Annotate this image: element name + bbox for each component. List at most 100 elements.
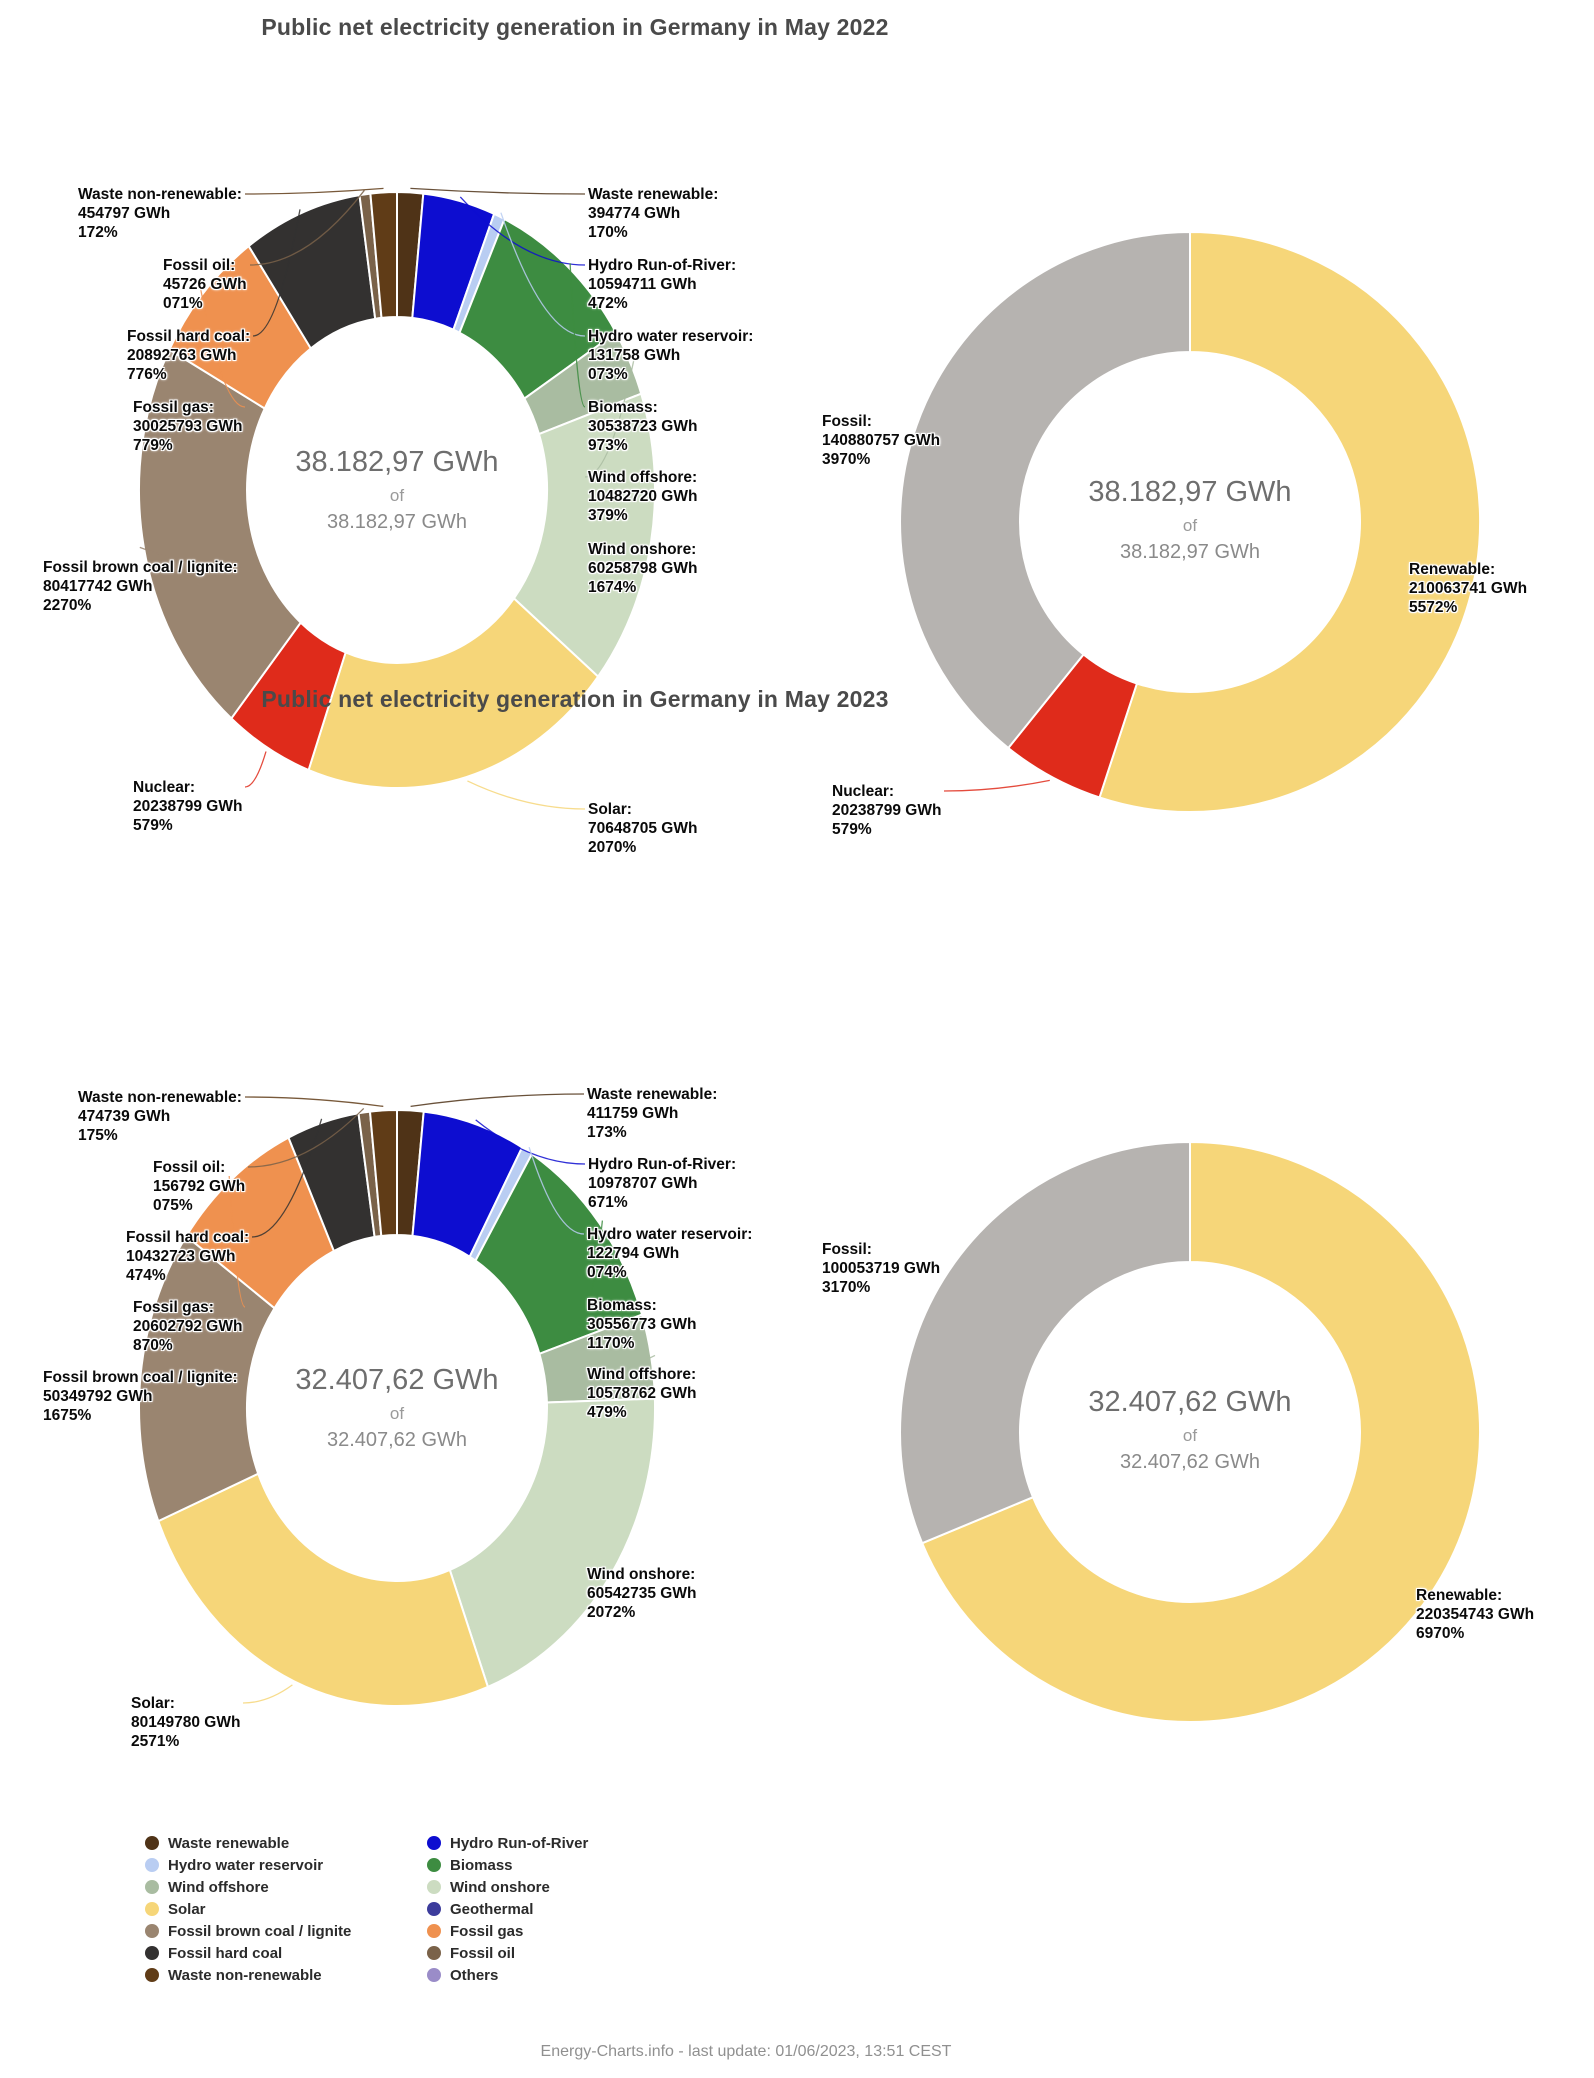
leader-line-nuclear <box>943 779 1050 792</box>
legend-label: Fossil oil <box>450 1944 516 1962</box>
total-max: 32.407,62 GWh <box>326 1429 468 1451</box>
legend-color-dot-icon <box>145 1968 159 1982</box>
leader-line-nuclear <box>244 751 267 788</box>
legend-item-fossil-hard-coal[interactable]: Fossil hard coal <box>145 1942 351 1964</box>
legend-item-waste-renewable[interactable]: Waste renewable <box>145 1832 351 1854</box>
label-may-2022-fossil: Fossil: 140880757 GWh 3970% <box>822 413 941 468</box>
label-may-2022-biomass: Biomass: 30538723 GWh 973% <box>588 399 698 454</box>
label-may-2022-waste_non_renewable: Waste non-renewable: 454797 GWh 172% <box>78 186 242 241</box>
leader-line-hydro_water_reservoir <box>500 212 586 337</box>
leader-line-fossil_gas <box>200 289 246 408</box>
legend-label: Others <box>450 1966 499 1984</box>
slice-may-2023-fossil[interactable] <box>899 1140 1191 1545</box>
legend-label: Waste renewable <box>168 1834 290 1852</box>
leader-line-hydro_water_reservoir <box>528 1147 585 1235</box>
legend-color-dot-icon <box>145 1880 159 1894</box>
leader-line-solar <box>242 1684 293 1704</box>
label-may-2023-hydro_water_reservoir: Hydro water reservoir: 122794 GWh 074% <box>587 1226 753 1281</box>
legend-item-wind-onshore[interactable]: Wind onshore <box>427 1876 588 1898</box>
slice-may-2022-waste_non_renewable[interactable] <box>369 190 398 320</box>
legend-column-1: Waste renewable Hydro water reservoir Wind… <box>145 1832 351 1986</box>
label-may-2023-fossil: Fossil: 100053719 GWh 3170% <box>822 1241 941 1296</box>
slice-may-2022-fossil[interactable] <box>899 230 1191 750</box>
leader-line-fossil_hard_coal <box>252 209 301 337</box>
label-may-2023-wind_offshore: Wind offshore: 10578762 GWh 479% <box>587 1366 697 1421</box>
label-may-2023-waste_non_renewable: Waste non-renewable: 474739 GWh 175% <box>78 1089 242 1144</box>
legend-label: Hydro Run-of-River <box>450 1834 589 1852</box>
slice-may-2023-renewable[interactable] <box>920 1140 1481 1723</box>
legend-color-dot-icon <box>427 1924 441 1938</box>
label-may-2022-fossil_gas: Fossil gas: 30025793 GWh 779% <box>133 399 243 454</box>
label-may-2023-fossil_oil: Fossil oil: 156792 GWh 075% <box>153 1159 246 1214</box>
legend-item-fossil-oil[interactable]: Fossil oil <box>427 1942 588 1964</box>
leader-line-fossil_hard_coal <box>251 1118 323 1238</box>
slice-may-2023-fossil_brown_coal[interactable] <box>138 1234 276 1523</box>
leader-line-waste_non_renewable <box>244 187 384 195</box>
legend-color-dot-icon <box>427 1968 441 1982</box>
total-value: 38.182,97 GWh <box>1088 476 1292 508</box>
center-total-2023-detailed: 32.407,62 GWh of 32.407,62 GWh <box>295 1364 498 1452</box>
total-max: 38.182,97 GWh <box>1119 541 1261 563</box>
leader-line-waste_non_renewable <box>244 1096 384 1108</box>
total-max: 32.407,62 GWh <box>1119 1451 1261 1473</box>
legend-item-solar[interactable]: Solar <box>145 1898 351 1920</box>
leader-line-solar <box>467 780 586 810</box>
label-may-2023-renewable: Renewable: 220354743 GWh 6970% <box>1416 1587 1535 1642</box>
leader-line-fossil_oil <box>247 1107 365 1168</box>
legend-label: Hydro water reservoir <box>168 1856 324 1874</box>
label-may-2023-solar: Solar: 80149780 GWh 2571% <box>131 1695 241 1750</box>
label-may-2022-wind_onshore: Wind onshore: 60258798 GWh 1674% <box>588 541 698 596</box>
slice-may-2022-wind_onshore[interactable] <box>512 392 657 679</box>
total-max: 38.182,97 GWh <box>326 511 468 533</box>
legend-item-wind-offshore[interactable]: Wind offshore <box>145 1876 351 1898</box>
leader-line-wind_offshore <box>584 360 635 478</box>
label-may-2022-solar: Solar: 70648705 GWh 2070% <box>588 801 698 856</box>
legend-item-fossil-gas[interactable]: Fossil gas <box>427 1920 588 1942</box>
total-of: of <box>1182 516 1198 535</box>
slice-may-2022-solar[interactable] <box>307 596 600 789</box>
legend-label: Fossil brown coal / lignite <box>168 1922 352 1940</box>
total-of: of <box>389 1404 405 1423</box>
leader-line-waste_renewable <box>410 187 586 195</box>
slice-may-2022-fossil_brown_coal[interactable] <box>138 348 303 720</box>
legend-item-others[interactable]: Others <box>427 1964 588 1986</box>
legend-color-dot-icon <box>427 1836 441 1850</box>
label-may-2023-fossil_hard_coal: Fossil hard coal: 10432723 GWh 474% <box>126 1229 250 1284</box>
footer-attribution: Energy-Charts.info - last update: 01/06/… <box>540 2043 952 2060</box>
title-may-2023: Public net electricity generation in Ger… <box>261 686 889 712</box>
leader-line-fossil_oil <box>249 189 365 266</box>
legend-color-dot-icon <box>145 1902 159 1916</box>
label-may-2022-wind_offshore: Wind offshore: 10482720 GWh 379% <box>588 469 698 524</box>
label-may-2023-fossil_gas: Fossil gas: 20602792 GWh 870% <box>133 1299 243 1354</box>
label-may-2022-fossil_brown_coal: Fossil brown coal / lignite: 80417742 GWh… <box>43 559 238 614</box>
legend-item-geothermal[interactable]: Geothermal <box>427 1898 588 1920</box>
legend-item-waste-non-renewable[interactable]: Waste non-renewable <box>145 1964 351 1986</box>
label-may-2023-hydro_run_of_river: Hydro Run-of-River: 10978707 GWh 671% <box>588 1156 737 1211</box>
total-of: of <box>1182 1426 1198 1445</box>
slice-may-2023-waste_non_renewable[interactable] <box>368 1108 398 1238</box>
total-value: 32.407,62 GWh <box>1088 1386 1292 1418</box>
label-may-2022-renewable: Renewable: 210063741 GWh 5572% <box>1409 561 1528 616</box>
legend-label: Biomass <box>450 1856 513 1874</box>
label-may-2022-nuclear: Nuclear: 20238799 GWh 579% <box>133 779 243 834</box>
leader-line-fossil_gas <box>228 1175 246 1308</box>
legend-color-dot-icon <box>145 1836 159 1850</box>
label-may-2023-fossil_brown_coal: Fossil brown coal / lignite: 50349792 GWh… <box>43 1369 238 1424</box>
legend-label: Fossil gas <box>450 1922 524 1940</box>
label-may-2023-biomass: Biomass: 30556773 GWh 1170% <box>587 1297 697 1352</box>
total-value: 32.407,62 GWh <box>295 1364 499 1396</box>
label-may-2022-nuclear: Nuclear: 20238799 GWh 579% <box>832 783 942 838</box>
center-total-2022-detailed: 38.182,97 GWh of 38.182,97 GWh <box>295 446 498 534</box>
slice-may-2023-solar[interactable] <box>157 1472 490 1707</box>
legend-column-2: Hydro Run-of-River Biomass Wind onshore Geo… <box>427 1832 588 1986</box>
legend-color-dot-icon <box>427 1880 441 1894</box>
legend-item-biomass[interactable]: Biomass <box>427 1854 588 1876</box>
legend-item-hydro-run-of-river[interactable]: Hydro Run-of-River <box>427 1832 588 1854</box>
center-total-2023-aggregated: 32.407,62 GWh of 32.407,62 GWh <box>1088 1386 1291 1474</box>
legend-item-fossil-brown-coal-lignite[interactable]: Fossil brown coal / lignite <box>145 1920 351 1942</box>
label-may-2022-hydro_water_reservoir: Hydro water reservoir: 131758 GWh 073% <box>588 328 754 383</box>
slice-may-2022-renewable[interactable] <box>1098 230 1482 813</box>
leader-line-waste_renewable <box>410 1093 585 1108</box>
legend-item-hydro-water-reservoir[interactable]: Hydro water reservoir <box>145 1854 351 1876</box>
slice-may-2023-wind_onshore[interactable] <box>448 1397 656 1689</box>
